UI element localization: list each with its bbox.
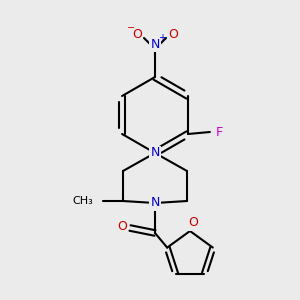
Text: O: O [132,28,142,40]
Text: +: + [158,33,166,43]
Text: F: F [215,125,223,139]
Text: N: N [150,196,160,209]
Text: O: O [117,220,127,232]
Text: −: − [127,23,135,33]
Text: O: O [168,28,178,40]
Text: N: N [150,38,160,50]
Text: N: N [150,146,160,160]
Text: CH₃: CH₃ [72,196,93,206]
Text: O: O [188,217,198,230]
